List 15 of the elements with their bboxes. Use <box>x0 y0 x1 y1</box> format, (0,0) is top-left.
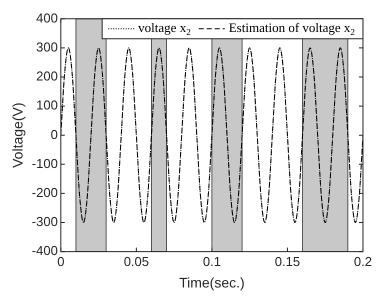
y-tick-label: -400 <box>32 243 58 258</box>
y-tick-label: -200 <box>32 184 58 200</box>
x-axis-title: Time(sec.) <box>179 274 245 290</box>
y-tick-label: -300 <box>32 214 58 230</box>
x-tick-label: 0.05 <box>124 254 150 269</box>
y-tick-label: 400 <box>36 10 58 26</box>
x-tick-label: 0.15 <box>274 254 300 269</box>
x-tick-label: 0.1 <box>202 254 221 269</box>
y-tick-label: 0 <box>50 126 58 142</box>
y-tick-label: -100 <box>32 156 58 171</box>
y-tick-label: 100 <box>36 98 58 113</box>
y-tick-label: 200 <box>36 68 58 84</box>
x-tick-label: 0.2 <box>354 254 372 269</box>
y-tick-label: 300 <box>36 39 58 54</box>
y-axis-title: Voltage(V) <box>9 102 26 168</box>
